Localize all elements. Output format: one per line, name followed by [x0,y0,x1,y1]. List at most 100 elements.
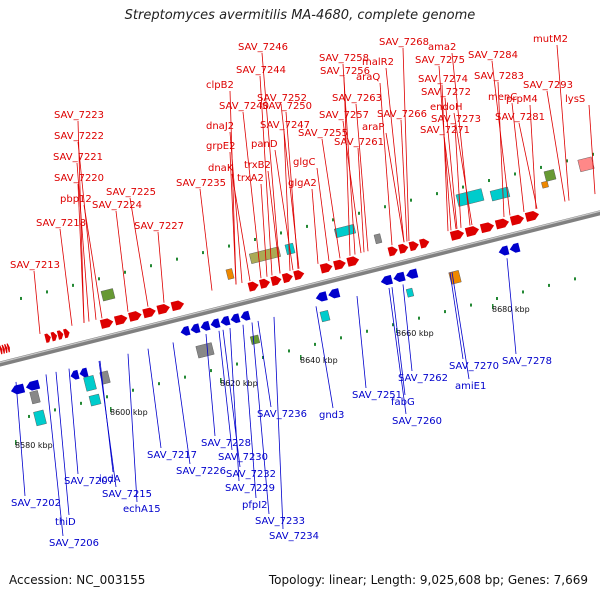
forward-gene-label: SAV_7263 [332,93,382,104]
gene-leader-line [311,188,319,264]
track-marker [314,342,316,346]
feature-box [100,288,116,302]
gene-leader-line [321,138,341,259]
reverse-gene-label: echA15 [123,504,161,515]
reverse-gene-label: SAV_7217 [147,450,197,461]
reverse-gene-label: SAV_7207 [64,476,114,487]
forward-gene-label: glgA2 [288,178,317,189]
gene-leader-line [261,52,281,274]
gene-leader-line [59,228,73,326]
reverse-gene-arrow [210,318,221,329]
gene-leader-line [33,270,41,334]
forward-gene-label: glgC [293,157,315,168]
genome-backbone [0,210,600,367]
reverse-gene-arrow [220,315,231,326]
gene-leader-line [45,374,64,537]
track-marker [158,382,160,386]
forward-gene-label: araP [362,122,384,133]
forward-gene-arrow [319,263,333,274]
gene-leader-line [342,63,356,255]
forward-gene-label: clpB2 [206,80,234,91]
gene-leader-line [451,272,470,380]
map-title: Streptomyces avermitilis MA-4680, comple… [124,8,476,23]
gene-leader-line [172,342,191,465]
track-marker [124,270,126,274]
gene-leader-line [147,348,162,449]
genome-summary: Topology: linear; Length: 9,025,608 bp; … [268,573,588,587]
gene-leader-line [315,306,334,409]
feature-box [448,270,462,285]
track-marker [548,283,550,287]
gene-leader-line [273,316,284,530]
forward-gene-label: SAV_7252 [257,93,307,104]
track-marker [514,172,516,176]
track-marker [72,283,74,287]
gene-leader-line [438,65,452,231]
forward-gene-arrow [524,211,540,222]
forward-gene-arrow [99,318,114,329]
gene-leader-line [356,295,367,389]
forward-gene-arrow [333,259,346,271]
forward-gene-label: SAV_7218 [36,218,86,229]
reverse-gene-label: SAV_7228 [201,438,251,449]
reverse-gene-arrow [230,313,241,324]
forward-gene-arrow [419,238,430,249]
forward-gene-label: dnaJ2 [206,121,234,132]
forward-gene-arrow [44,333,51,343]
forward-gene-arrow [398,243,409,254]
track-marker [176,257,178,261]
track-marker [410,198,412,202]
forward-gene-label: SAV_7272 [421,87,471,98]
feature-box [541,180,549,189]
forward-gene-label: grpE2 [206,141,236,152]
forward-gene-label: SAV_7258 [319,53,369,64]
gene-leader-line [379,82,393,246]
reverse-gene-arrow [180,325,191,336]
forward-gene-label: SAV_7246 [238,42,288,53]
forward-gene-arrow [387,246,398,257]
forward-gene-label: dnaK [208,163,234,174]
forward-gene-arrow [0,345,3,355]
gene-leader-line [199,188,213,291]
gene-leader-line [242,111,262,279]
reverse-gene-label: SAV_7260 [392,416,442,427]
reverse-gene-arrow [328,288,341,299]
feature-box [405,287,415,298]
gene-leader-line [497,81,505,218]
forward-gene-label: SAV_7284 [468,50,518,61]
forward-gene-arrow [464,226,480,237]
reverse-gene-arrow [10,383,26,395]
forward-gene-label: SAV_7283 [474,71,524,82]
track-marker [236,362,238,366]
gene-leader-line [98,360,117,488]
feature-box [83,375,97,392]
forward-gene-arrow [259,278,271,289]
gene-leader-line [529,104,537,209]
forward-gene-label: SAV_7247 [260,120,310,131]
forward-gene-label: SAV_7255 [298,128,348,139]
gene-leader-line [68,368,79,475]
feature-box [29,390,41,405]
track-marker [566,159,568,163]
track-marker [540,165,542,169]
forward-gene-label: menC [488,92,517,103]
gene-leader-line [588,104,596,195]
gene-leader-line [518,122,538,209]
feature-box [489,186,511,202]
gene-leader-line [129,197,149,307]
track-marker [46,290,48,294]
gene-leader-line [357,147,365,253]
forward-gene-label: mutM2 [533,34,568,45]
forward-gene-arrow [293,270,305,281]
kbp-tick-mark [300,355,302,360]
track-marker [280,231,282,235]
kbp-tick-label: 8680 kbp [492,305,530,314]
gene-leader-line [342,120,362,254]
reverse-gene-label: icdA [99,474,121,485]
gene-leader-line [391,287,406,396]
forward-gene-label: malR2 [362,57,394,68]
track-marker [28,414,30,418]
kbp-tick-mark [220,378,222,383]
reverse-gene-arrow [315,291,328,302]
reverse-gene-label: pfpI2 [242,500,268,511]
